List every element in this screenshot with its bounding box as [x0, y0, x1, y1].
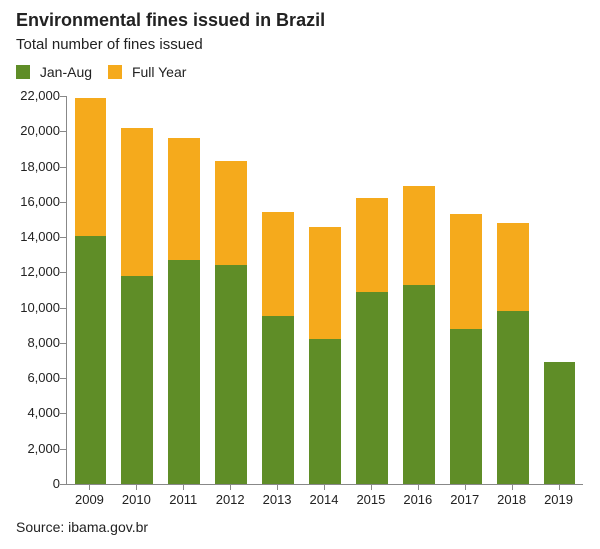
legend-label-full-year: Full Year: [132, 64, 186, 80]
ytick-label: 16,000: [4, 194, 60, 209]
bar-jan-aug: [356, 292, 388, 484]
xtick-mark: [136, 484, 137, 490]
xtick-label: 2016: [403, 492, 432, 507]
bar-full-year: [497, 223, 529, 311]
bar-full-year: [75, 98, 107, 236]
xtick-mark: [324, 484, 325, 490]
ytick-mark: [60, 272, 66, 273]
legend-label-jan-aug: Jan-Aug: [40, 64, 92, 80]
bar-full-year: [262, 212, 294, 316]
chart-title: Environmental fines issued in Brazil: [16, 10, 325, 31]
bar-full-year: [356, 198, 388, 291]
bar-full-year: [121, 128, 153, 276]
legend-swatch-full-year: [108, 65, 122, 79]
xtick-mark: [512, 484, 513, 490]
ytick-mark: [60, 449, 66, 450]
bar-jan-aug: [403, 285, 435, 484]
ytick-mark: [60, 96, 66, 97]
xtick-label: 2010: [122, 492, 151, 507]
xtick-mark: [277, 484, 278, 490]
ytick-mark: [60, 131, 66, 132]
ytick-mark: [60, 308, 66, 309]
xtick-label: 2019: [544, 492, 573, 507]
ytick-label: 18,000: [4, 159, 60, 174]
bar-full-year: [215, 161, 247, 265]
bar-full-year: [168, 138, 200, 260]
xtick-label: 2014: [310, 492, 339, 507]
ytick-mark: [60, 484, 66, 485]
bar-jan-aug: [121, 276, 153, 484]
ytick-label: 20,000: [4, 123, 60, 138]
ytick-label: 22,000: [4, 88, 60, 103]
xtick-label: 2013: [263, 492, 292, 507]
xtick-label: 2018: [497, 492, 526, 507]
legend-item-jan-aug: Jan-Aug: [16, 64, 92, 80]
xtick-mark: [89, 484, 90, 490]
ytick-label: 2,000: [4, 441, 60, 456]
source-label: Source: ibama.gov.br: [16, 519, 148, 535]
legend-item-full-year: Full Year: [108, 64, 186, 80]
bar-jan-aug: [450, 329, 482, 484]
xtick-mark: [371, 484, 372, 490]
xtick-mark: [465, 484, 466, 490]
plot-area: [66, 96, 583, 485]
ytick-mark: [60, 237, 66, 238]
ytick-label: 4,000: [4, 405, 60, 420]
ytick-label: 8,000: [4, 335, 60, 350]
xtick-label: 2012: [216, 492, 245, 507]
xtick-label: 2011: [169, 492, 197, 507]
bar-full-year: [403, 186, 435, 285]
ytick-label: 14,000: [4, 229, 60, 244]
ytick-label: 10,000: [4, 300, 60, 315]
bar-jan-aug: [168, 260, 200, 484]
xtick-label: 2017: [450, 492, 479, 507]
bar-jan-aug: [75, 236, 107, 484]
xtick-mark: [559, 484, 560, 490]
ytick-mark: [60, 167, 66, 168]
bar-jan-aug: [544, 362, 576, 484]
ytick-mark: [60, 202, 66, 203]
bar-jan-aug: [262, 316, 294, 484]
chart-subtitle: Total number of fines issued: [16, 36, 203, 53]
ytick-label: 12,000: [4, 264, 60, 279]
bar-full-year: [309, 227, 341, 340]
xtick-label: 2015: [356, 492, 385, 507]
xtick-mark: [183, 484, 184, 490]
xtick-label: 2009: [75, 492, 104, 507]
xtick-mark: [418, 484, 419, 490]
bar-full-year: [450, 214, 482, 329]
chart-frame: Environmental fines issued in Brazil Tot…: [0, 0, 600, 549]
bar-jan-aug: [497, 311, 529, 484]
ytick-mark: [60, 413, 66, 414]
legend: Jan-Aug Full Year: [16, 64, 186, 80]
ytick-mark: [60, 378, 66, 379]
bar-jan-aug: [215, 265, 247, 484]
xtick-mark: [230, 484, 231, 490]
legend-swatch-jan-aug: [16, 65, 30, 79]
ytick-label: 6,000: [4, 370, 60, 385]
ytick-mark: [60, 343, 66, 344]
ytick-label: 0: [4, 476, 60, 491]
bar-jan-aug: [309, 339, 341, 484]
